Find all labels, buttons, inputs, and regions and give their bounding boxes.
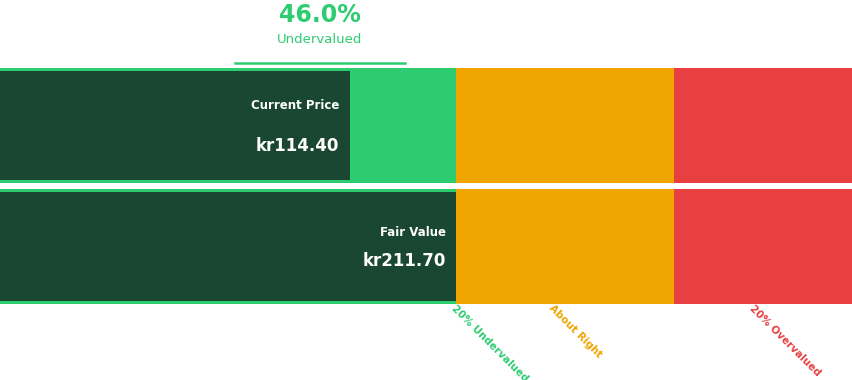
Bar <box>456 189 673 304</box>
Text: 20% Overvalued: 20% Overvalued <box>746 303 821 378</box>
Text: kr211.70: kr211.70 <box>362 252 446 270</box>
Bar <box>0 192 456 301</box>
Text: 20% Undervalued: 20% Undervalued <box>449 303 529 380</box>
Bar <box>673 189 852 304</box>
Text: Current Price: Current Price <box>250 99 339 112</box>
Bar <box>0 71 349 180</box>
Text: kr114.40: kr114.40 <box>256 137 339 155</box>
Text: Undervalued: Undervalued <box>277 33 362 46</box>
Bar <box>0 68 456 183</box>
Text: About Right: About Right <box>546 303 603 360</box>
Bar <box>0 189 456 304</box>
Bar <box>673 68 852 183</box>
Text: Fair Value: Fair Value <box>380 226 446 239</box>
Bar <box>456 68 673 183</box>
Text: 46.0%: 46.0% <box>279 3 360 27</box>
Bar <box>0 183 852 189</box>
